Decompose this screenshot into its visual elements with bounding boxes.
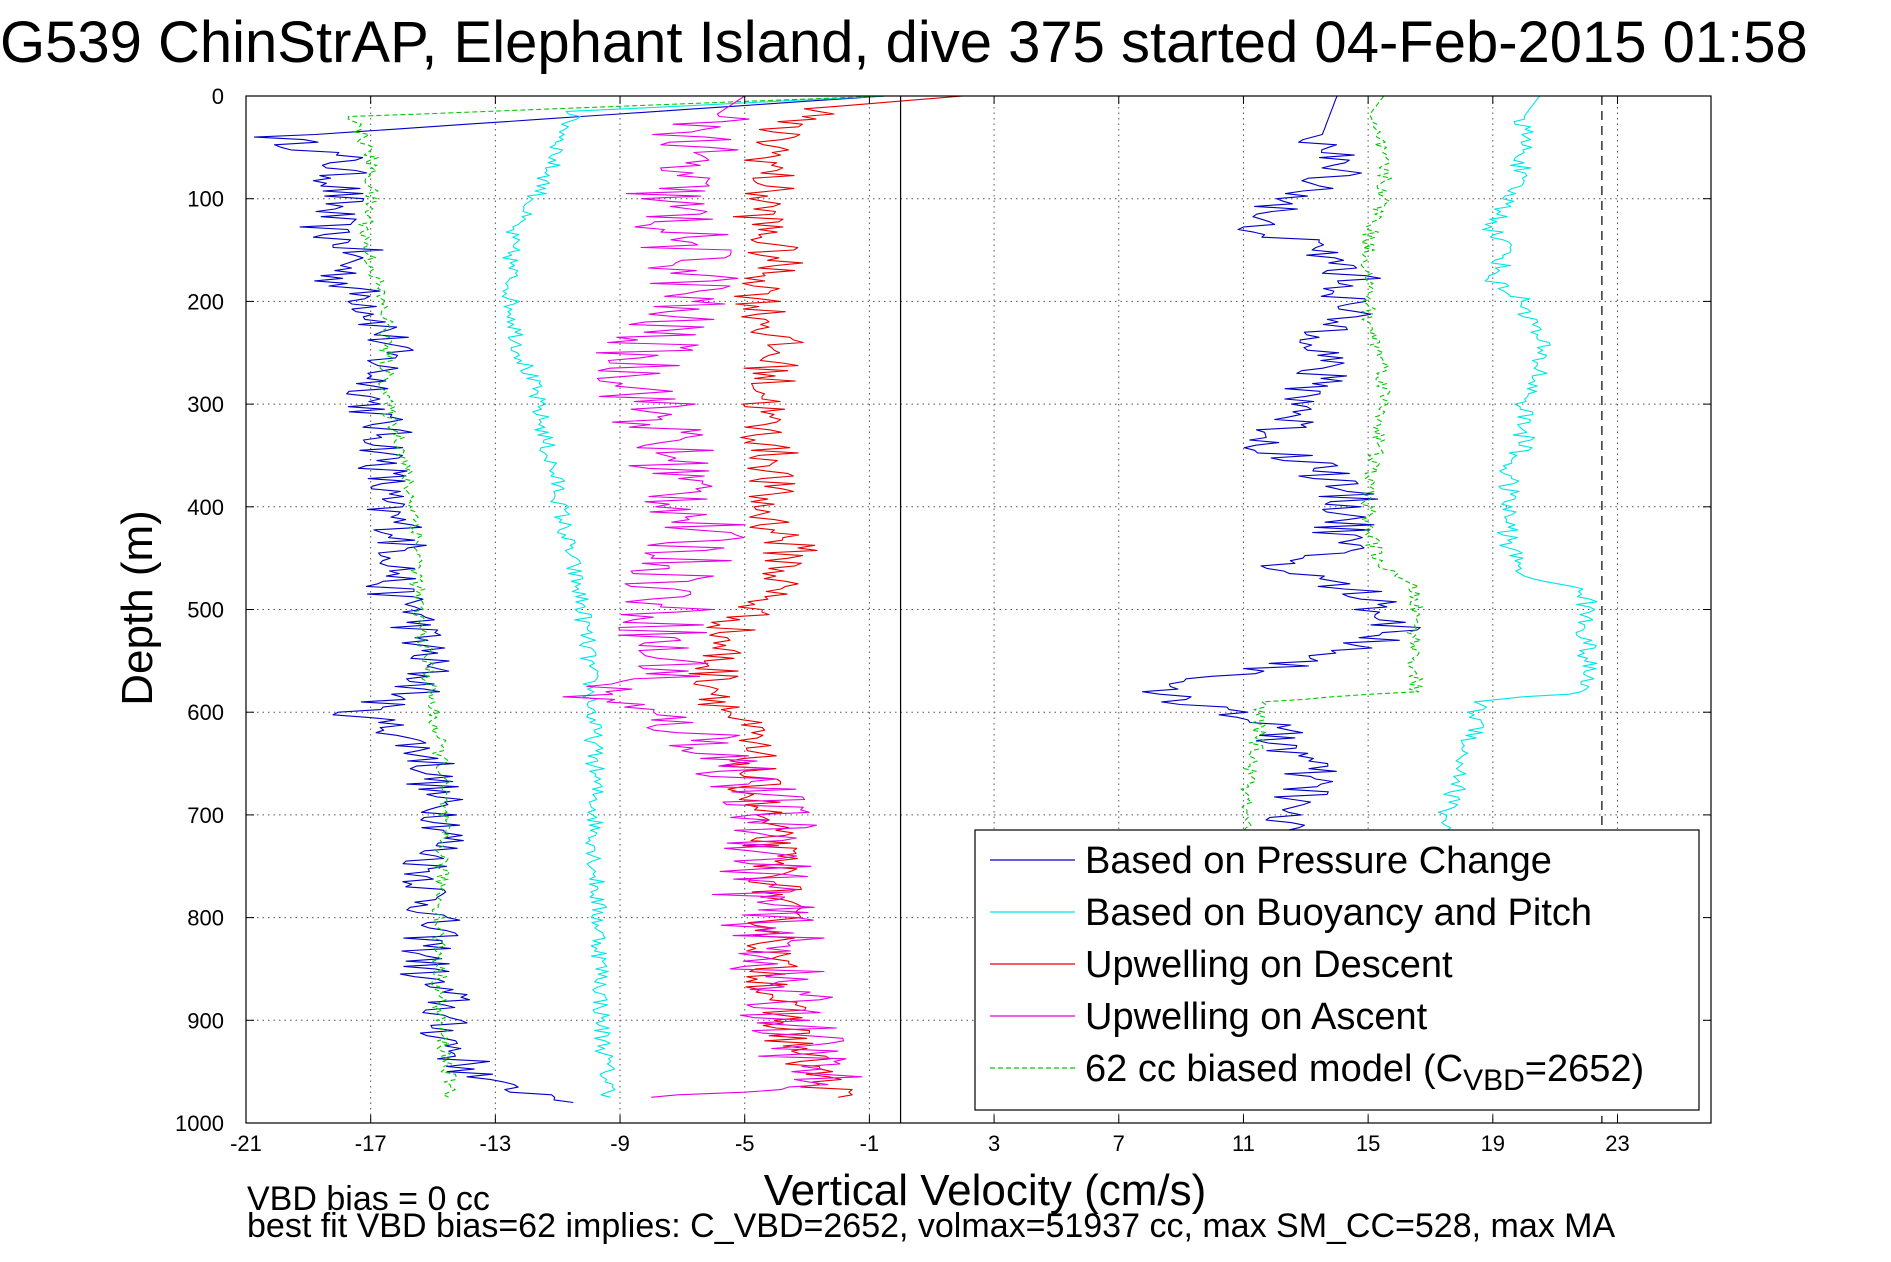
x-tick-label: -9 [610,1131,630,1156]
footer-line-1: VBD bias = 0 cc [247,1180,490,1218]
chart-title: G539 ChinStrAP, Elephant Island, dive 37… [0,10,1808,75]
x-tick-label: 23 [1605,1131,1629,1156]
x-axis-ticks: -21 -17 -13 -9 -5 -1 3 7 11 15 19 23 [230,96,1630,1156]
series-line [1240,96,1424,836]
y-tick-label: 400 [187,495,224,520]
x-tick-label: 19 [1481,1131,1505,1156]
y-axis-ticks: 0 100 200 300 400 500 600 700 800 900 1000 [175,84,1711,1136]
y-tick-label: 600 [187,700,224,725]
y-tick-label: 200 [187,289,224,314]
legend-label: Upwelling on Ascent [1085,996,1428,1038]
x-tick-label: 7 [1113,1131,1125,1156]
legend-label: Upwelling on Descent [1085,944,1453,986]
y-tick-label: 800 [187,906,224,931]
series-line [501,96,886,1098]
series-line [1437,96,1598,836]
y-tick-label: 1000 [175,1111,224,1136]
series-line [347,96,886,1098]
legend-label: Based on Buoyancy and Pitch [1085,892,1592,934]
x-tick-label: -17 [355,1131,387,1156]
x-tick-label: 11 [1232,1131,1255,1156]
legend-label: 62 cc biased model (CVBD=2652) [1085,1048,1644,1097]
footer-line-2: best fit VBD bias=62 implies: C_VBD=2652… [247,1207,1616,1245]
y-tick-label: 700 [187,803,224,828]
x-tick-label: -5 [735,1131,755,1156]
x-tick-label: -1 [860,1131,880,1156]
x-tick-label: -13 [479,1131,511,1156]
y-axis-label: Depth (m) [113,510,162,706]
x-tick-label: -21 [230,1131,262,1156]
x-axis-label: Vertical Velocity (cm/s) [764,1166,1207,1215]
x-tick-label: 15 [1356,1131,1380,1156]
legend: Based on Pressure Change Based on Buoyanc… [974,829,1700,1111]
x-tick-label: 3 [988,1131,1000,1156]
series-line [253,96,886,1104]
y-tick-label: 500 [187,598,224,623]
y-tick-label: 300 [187,392,224,417]
y-tick-label: 900 [187,1008,224,1033]
y-tick-label: 0 [212,84,224,109]
series-line [562,96,863,1098]
legend-box [974,829,1700,1111]
legend-label: Based on Pressure Change [1085,840,1552,882]
series-layer [253,96,1598,1104]
series-line [688,96,963,1098]
y-tick-label: 100 [187,187,224,212]
